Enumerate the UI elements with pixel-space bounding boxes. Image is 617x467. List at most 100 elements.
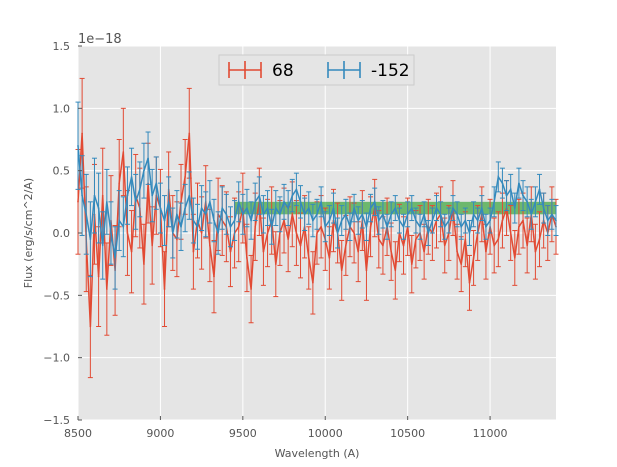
data-point	[526, 244, 528, 247]
data-point	[122, 151, 125, 153]
data-point	[485, 250, 487, 253]
y-tick-label: 1.0	[53, 102, 71, 115]
data-point	[415, 219, 417, 222]
data-point	[209, 201, 211, 203]
data-point	[456, 250, 458, 253]
data-point	[555, 219, 557, 222]
data-point	[357, 250, 360, 253]
data-point	[382, 213, 384, 216]
data-point	[439, 213, 442, 216]
data-point	[225, 213, 228, 216]
data-point	[97, 207, 100, 209]
data-point	[266, 232, 269, 234]
data-point	[287, 207, 289, 209]
legend-label-minus-152: -152	[371, 61, 410, 81]
data-point	[184, 207, 186, 209]
data-point	[378, 238, 380, 241]
data-point	[126, 232, 129, 234]
data-point	[217, 232, 219, 234]
data-point	[340, 219, 343, 222]
data-point	[340, 269, 343, 272]
data-point	[328, 219, 331, 222]
data-point	[406, 213, 409, 216]
data-point	[151, 244, 153, 247]
data-point	[200, 207, 203, 209]
data-point	[130, 176, 133, 178]
data-point	[497, 176, 500, 178]
data-point	[513, 257, 516, 259]
data-point	[97, 275, 100, 278]
data-point	[262, 250, 265, 253]
data-point	[229, 225, 232, 228]
data-point	[332, 207, 335, 209]
data-point	[287, 238, 289, 241]
data-point	[163, 219, 166, 222]
data-point	[233, 219, 236, 222]
data-point	[402, 225, 405, 228]
data-point	[509, 188, 512, 191]
data-point	[423, 213, 425, 216]
data-point	[522, 219, 524, 222]
x-tick-label: 9000	[146, 427, 174, 440]
data-point	[369, 225, 372, 228]
data-point	[464, 238, 467, 241]
data-point	[266, 207, 269, 209]
data-point	[476, 219, 479, 222]
data-point	[522, 194, 524, 197]
data-point	[303, 213, 306, 216]
data-point	[213, 219, 215, 222]
data-point	[77, 144, 79, 147]
data-point	[291, 194, 294, 197]
data-point	[460, 263, 463, 265]
data-point	[130, 250, 133, 253]
data-point	[283, 201, 285, 203]
x-tick-label: 11000	[473, 427, 508, 440]
y-tick-label: 1.5	[53, 40, 71, 53]
data-point	[101, 244, 104, 247]
data-point	[237, 225, 240, 228]
y-tick-label: −0.5	[43, 289, 70, 302]
data-point	[143, 263, 145, 265]
x-tick-label: 9500	[229, 427, 257, 440]
data-point	[320, 225, 322, 228]
data-point	[81, 194, 83, 197]
data-point	[283, 219, 285, 222]
data-point	[279, 232, 281, 234]
data-point	[534, 250, 537, 253]
data-point	[270, 225, 273, 228]
data-point	[246, 257, 248, 259]
data-point	[361, 213, 364, 216]
data-point	[497, 238, 500, 241]
data-point	[200, 232, 203, 234]
data-point	[398, 219, 401, 222]
data-point	[518, 182, 520, 184]
data-point	[390, 213, 392, 216]
data-point	[485, 225, 487, 228]
data-point	[221, 207, 224, 209]
data-point	[81, 132, 83, 135]
data-point	[464, 219, 467, 222]
data-point	[299, 244, 302, 247]
data-point	[320, 201, 322, 203]
data-point	[196, 225, 199, 228]
data-point	[229, 250, 232, 253]
data-point	[262, 213, 265, 216]
legend-entry-68: 68	[228, 61, 294, 81]
data-point	[176, 213, 178, 216]
data-point	[279, 213, 281, 216]
data-point	[501, 219, 504, 222]
data-point	[274, 263, 277, 265]
data-point	[163, 288, 166, 290]
data-point	[472, 257, 475, 259]
data-point	[394, 207, 397, 209]
data-point	[143, 169, 145, 172]
data-point	[147, 157, 149, 159]
data-point	[89, 238, 92, 241]
data-point	[106, 288, 108, 290]
data-point	[328, 257, 331, 259]
data-point	[85, 213, 88, 216]
data-point	[423, 250, 425, 253]
data-point	[530, 213, 533, 216]
data-point	[538, 188, 541, 191]
